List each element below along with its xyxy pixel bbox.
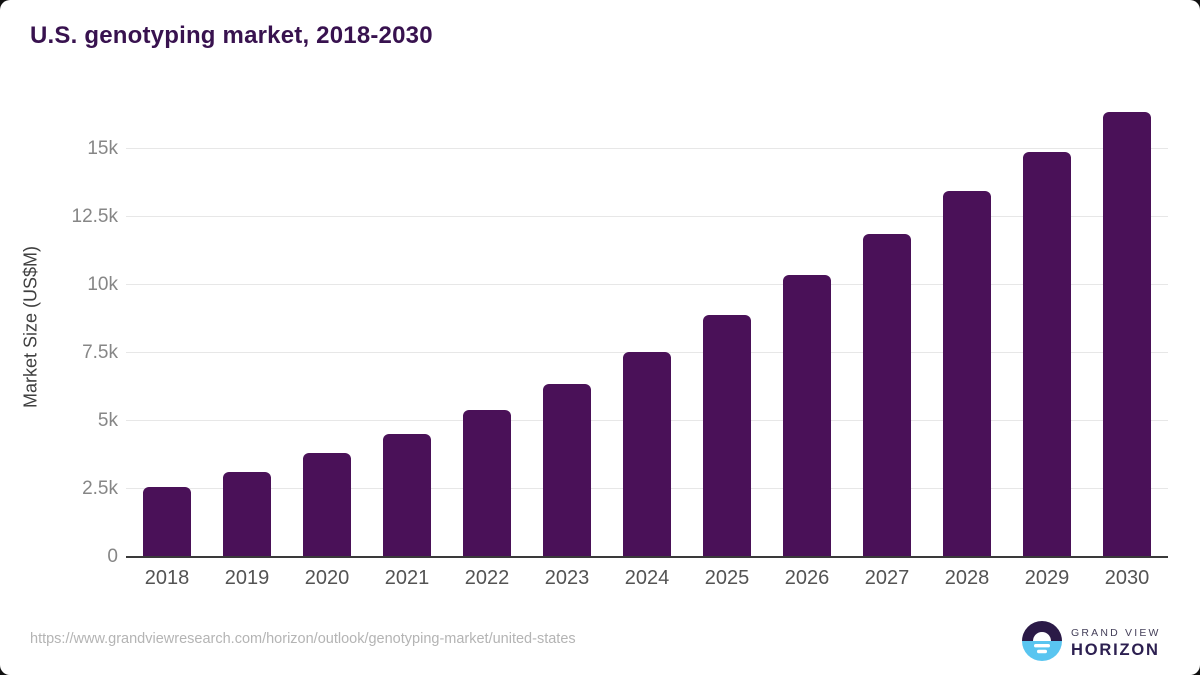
x-tick-label-2024: 2024 — [624, 567, 670, 589]
logo-text: GRAND VIEW HORIZON — [1071, 627, 1161, 660]
x-tick-label-2019: 2019 — [224, 567, 270, 589]
chart-title: U.S. genotyping market, 2018-2030 — [30, 22, 433, 49]
y-tick-label-7.5k: 7.5k — [82, 342, 118, 364]
x-tick-label-2022: 2022 — [464, 567, 510, 589]
y-tick-label-0: 0 — [107, 546, 118, 567]
gridline-10k — [126, 284, 1168, 286]
x-tick-label-2027: 2027 — [864, 567, 910, 589]
x-tick-label-2025: 2025 — [704, 567, 750, 589]
bar-2027[interactable] — [863, 233, 911, 557]
gridline-12.5k — [126, 216, 1168, 218]
bar-2019[interactable] — [223, 472, 271, 557]
x-tick-label-2028: 2028 — [944, 567, 990, 589]
y-tick-label-2.5k: 2.5k — [82, 478, 118, 500]
bar-2030[interactable] — [1103, 111, 1151, 557]
y-tick-label-10k: 10k — [87, 274, 118, 296]
x-tick-label-2023: 2023 — [544, 567, 590, 589]
logo-text-horizon: HORIZON — [1071, 641, 1160, 659]
bar-2021[interactable] — [383, 434, 431, 557]
bar-2028[interactable] — [943, 191, 991, 557]
x-tick-label-2029: 2029 — [1024, 567, 1070, 589]
bar-2024[interactable] — [623, 351, 671, 557]
grand-view-horizon-logo: GRAND VIEW HORIZON — [1022, 621, 1161, 666]
gridline-15k — [126, 148, 1168, 150]
y-tick-label-12.5k: 12.5k — [71, 206, 118, 228]
logo-text-grand-view: GRAND VIEW — [1071, 627, 1161, 639]
bar-2025[interactable] — [703, 315, 751, 557]
y-tick-label-15k: 15k — [87, 138, 118, 160]
y-axis-tick-labels: 0 2.5k 5k 7.5k 10k 12.5k 15k — [0, 96, 118, 567]
x-axis-line — [126, 556, 1168, 558]
x-axis-tick-labels: 2018 2019 2020 2021 2022 2023 2024 2025 2026 2027… — [126, 567, 1168, 595]
x-tick-label-2026: 2026 — [784, 567, 830, 589]
plot-area — [126, 96, 1168, 558]
x-tick-label-2030: 2030 — [1104, 567, 1150, 589]
bar-2018[interactable] — [143, 486, 191, 557]
bar-2029[interactable] — [1023, 152, 1071, 557]
x-tick-label-2021: 2021 — [384, 567, 430, 589]
bar-2026[interactable] — [783, 274, 831, 557]
bar-2020[interactable] — [303, 453, 351, 557]
bar-2023[interactable] — [543, 383, 591, 557]
y-tick-label-5k: 5k — [97, 410, 118, 432]
bar-2022[interactable] — [463, 410, 511, 557]
sunrise-over-water-circle-icon — [1022, 621, 1062, 666]
x-tick-label-2020: 2020 — [304, 567, 350, 589]
source-url: https://www.grandviewresearch.com/horizo… — [30, 631, 576, 647]
x-tick-label-2018: 2018 — [144, 567, 190, 589]
